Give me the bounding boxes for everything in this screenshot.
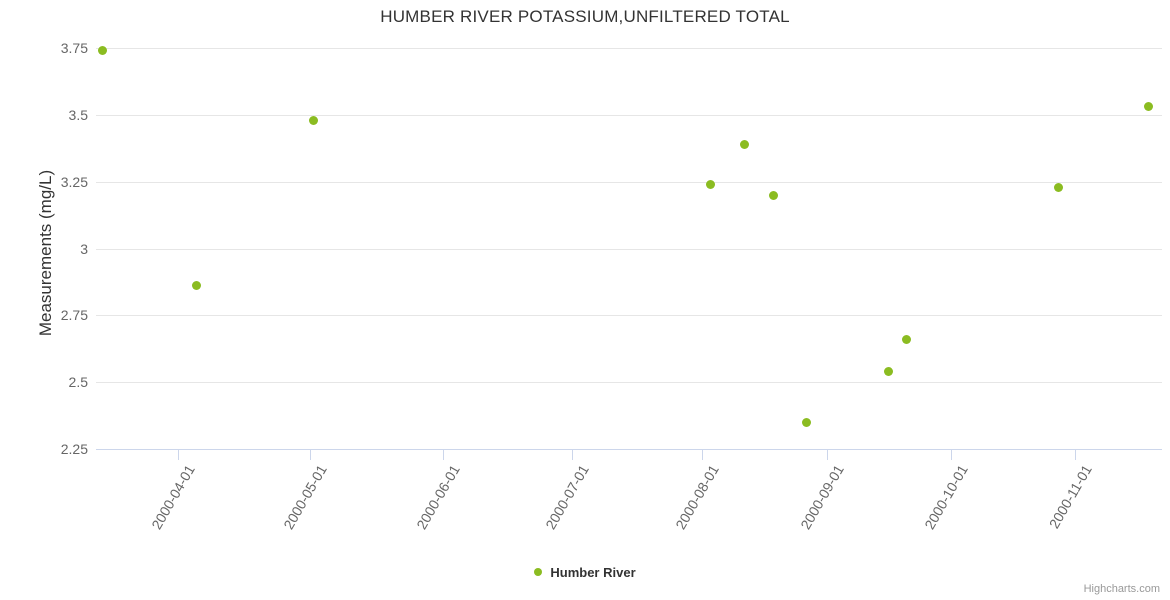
data-point[interactable]	[883, 366, 893, 376]
y-axis-tick-label: 2.75	[60, 307, 88, 324]
chart-legend: Humber River	[0, 563, 1170, 581]
gridline	[96, 48, 1162, 49]
x-axis-tick-label: 2000-06-01	[413, 462, 463, 533]
gridline	[96, 248, 1162, 250]
legend-marker-icon	[534, 567, 543, 576]
x-axis-tick-mark	[572, 450, 573, 460]
data-point[interactable]	[801, 417, 811, 427]
data-point[interactable]	[1143, 102, 1153, 112]
gridline	[96, 315, 1162, 317]
x-axis-tick-label: 2000-04-01	[148, 462, 198, 533]
credits-link[interactable]: Highcharts.com	[1083, 583, 1160, 595]
x-axis-line	[96, 449, 1162, 450]
x-axis-tick-label: 2000-07-01	[542, 462, 592, 533]
gridline	[96, 114, 1162, 116]
gridline	[96, 382, 1162, 384]
y-axis-tick-label: 3.75	[60, 40, 88, 56]
legend-item-label: Humber River	[550, 565, 636, 581]
x-axis-tick-mark	[702, 450, 703, 460]
x-axis-tick-mark	[443, 450, 444, 460]
y-axis-tick-label: 2.5	[68, 374, 88, 391]
data-point[interactable]	[768, 190, 778, 200]
data-point[interactable]	[308, 115, 318, 125]
x-axis-tick-label: 2000-05-01	[280, 462, 330, 533]
data-point[interactable]	[97, 46, 107, 56]
y-axis-tick-label: 3.5	[68, 106, 88, 123]
x-axis-tick-label: 2000-09-01	[797, 462, 847, 533]
x-axis-tick-label: 2000-08-01	[672, 462, 722, 533]
data-point[interactable]	[705, 179, 715, 189]
data-point[interactable]	[1053, 182, 1063, 192]
legend-item-humber-river[interactable]: Humber River	[534, 564, 636, 581]
gridline	[96, 181, 1162, 183]
data-point[interactable]	[901, 334, 911, 344]
y-axis-tick-label: 3	[80, 240, 88, 257]
data-point[interactable]	[739, 139, 749, 149]
x-axis-tick-mark	[951, 450, 952, 460]
x-axis-tick-mark	[827, 450, 828, 460]
y-axis-tick-label: 3.25	[60, 173, 88, 190]
y-axis-tick-label: 2.25	[60, 441, 88, 457]
y-axis-tick-labels: 2.25 2.5 2.75 3 3.25 3.5 3.75	[0, 0, 88, 600]
data-point[interactable]	[191, 281, 201, 291]
plot-area	[96, 20, 1162, 450]
x-axis-tick-mark	[310, 450, 311, 460]
x-axis-tick-mark	[178, 450, 179, 460]
x-axis-tick-label: 2000-11-01	[1045, 462, 1095, 532]
chart-title: HUMBER RIVER POTASSIUM,UNFILTERED TOTAL	[380, 7, 790, 26]
x-axis-tick-mark	[1075, 450, 1076, 460]
x-axis-tick-label: 2000-10-01	[921, 462, 971, 533]
